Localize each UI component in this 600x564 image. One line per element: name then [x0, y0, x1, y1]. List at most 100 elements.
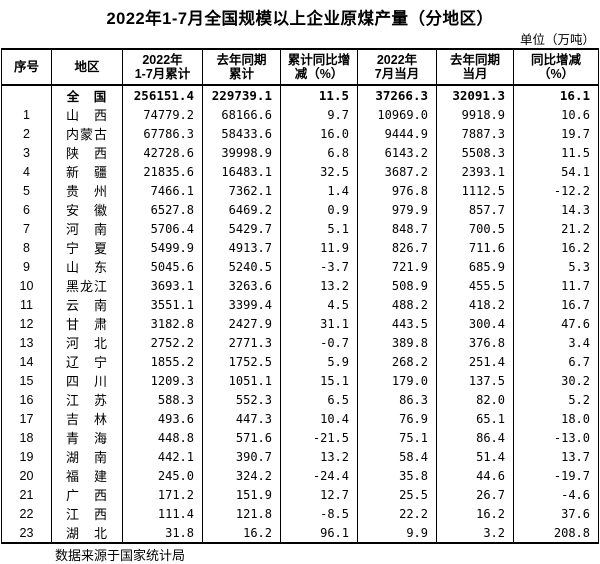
data-source-note: 数据来源于国家统计局 — [55, 548, 186, 563]
cell-value: 19.7 — [513, 124, 599, 143]
cell-value: 1051.1 — [202, 371, 281, 390]
cell-value: 447.3 — [202, 409, 281, 428]
cell-value: 47.6 — [513, 314, 599, 333]
cell-value: 16.0 — [280, 124, 358, 143]
cell-value: 3687.2 — [357, 162, 437, 181]
cell-value: 16.7 — [513, 295, 599, 314]
cell-value: 30.2 — [513, 371, 599, 390]
cell-value: 6.5 — [280, 390, 358, 409]
cell-value: 3399.4 — [202, 295, 281, 314]
cell-serial: 8 — [1, 238, 52, 257]
page-title: 2022年1-7月全国规模以上企业原煤产量（分地区） — [106, 10, 494, 28]
cell-value: 11.9 — [280, 238, 358, 257]
cell-value: 21.2 — [513, 219, 599, 238]
cell-value: 976.8 — [357, 181, 437, 200]
cell-value: 44.6 — [436, 466, 514, 485]
cell-value: 31.1 — [280, 314, 358, 333]
cell-serial: 7 — [1, 219, 52, 238]
cell-value: 37266.3 — [357, 85, 437, 105]
cell-value: 5508.3 — [436, 143, 514, 162]
cell-value: 11.5 — [280, 85, 358, 105]
cell-value: 16.1 — [513, 85, 599, 105]
cell-value: 15.1 — [280, 371, 358, 390]
col-header-2022-cum: 2022年 1-7月累计 — [122, 49, 203, 86]
cell-value: 65.1 — [436, 409, 514, 428]
cell-region: 云 南 — [51, 295, 123, 314]
cell-value: -8.5 — [280, 504, 358, 523]
cell-value: 3693.1 — [122, 276, 203, 295]
cell-value: 6.8 — [280, 143, 358, 162]
cell-value: 26.7 — [436, 485, 514, 504]
cell-value: 3182.8 — [122, 314, 203, 333]
table-row: 11 云 南 3551.1 3399.4 4.5 488.2 418.2 16.7 — [1, 295, 599, 314]
cell-value: -0.7 — [280, 333, 358, 352]
cell-value: 54.1 — [513, 162, 599, 181]
cell-value: 6143.2 — [357, 143, 437, 162]
cell-value: 848.7 — [357, 219, 437, 238]
cell-value: 51.4 — [436, 447, 514, 466]
cell-region: 湖 北 — [51, 523, 123, 543]
cell-value: 82.0 — [436, 390, 514, 409]
cell-value: 700.5 — [436, 219, 514, 238]
cell-value: 2393.1 — [436, 162, 514, 181]
cell-region: 宁 夏 — [51, 238, 123, 257]
cell-value: 6527.8 — [122, 200, 203, 219]
cell-value: 826.7 — [357, 238, 437, 257]
table-row: 17 吉 林 493.6 447.3 10.4 76.9 65.1 18.0 — [1, 409, 599, 428]
cell-value: 179.0 — [357, 371, 437, 390]
cell-value: 3263.6 — [202, 276, 281, 295]
cell-value: 137.5 — [436, 371, 514, 390]
table-body: 全 国 256151.4 229739.1 11.5 37266.3 32091.3 16.… — [1, 85, 599, 543]
cell-value: 979.9 — [357, 200, 437, 219]
cell-value: 390.7 — [202, 447, 281, 466]
cell-value: 14.3 — [513, 200, 599, 219]
cell-region: 江 西 — [51, 504, 123, 523]
cell-value: 488.2 — [357, 295, 437, 314]
cell-value: 2427.9 — [202, 314, 281, 333]
cell-value: 448.8 — [122, 428, 203, 447]
cell-value: 11.5 — [513, 143, 599, 162]
cell-serial: 16 — [1, 390, 52, 409]
cell-value: 376.8 — [436, 333, 514, 352]
cell-value: 1752.5 — [202, 352, 281, 371]
table-row: 22 江 西 111.4 121.8 -8.5 22.2 16.2 37.6 — [1, 504, 599, 523]
table-row: 12 甘 肃 3182.8 2427.9 31.1 443.5 300.4 47.6 — [1, 314, 599, 333]
cell-value: 1855.2 — [122, 352, 203, 371]
table-row: 20 福 建 245.0 324.2 -24.4 35.8 44.6 -19.7 — [1, 466, 599, 485]
cell-value: 256151.4 — [122, 85, 203, 105]
cell-value: -21.5 — [280, 428, 358, 447]
cell-value: 493.6 — [122, 409, 203, 428]
cell-serial: 6 — [1, 200, 52, 219]
cell-value: 35.8 — [357, 466, 437, 485]
cell-value: 2752.2 — [122, 333, 203, 352]
col-header-yoy: 同比增减 （%） — [513, 49, 599, 86]
cell-value: 121.8 — [202, 504, 281, 523]
cell-value: -12.2 — [513, 181, 599, 200]
cell-value: 39998.9 — [202, 143, 281, 162]
cell-value: 74779.2 — [122, 105, 203, 124]
cell-value: 58433.6 — [202, 124, 281, 143]
cell-value: 3.4 — [513, 333, 599, 352]
cell-value: 229739.1 — [202, 85, 281, 105]
cell-region: 贵 州 — [51, 181, 123, 200]
cell-serial: 5 — [1, 181, 52, 200]
cell-value: 1.4 — [280, 181, 358, 200]
table-row: 10 黑龙江 3693.1 3263.6 13.2 508.9 455.5 11.7 — [1, 276, 599, 295]
table-row: 21 广 西 171.2 151.9 12.7 25.5 26.7 -4.6 — [1, 485, 599, 504]
cell-value: 4.5 — [280, 295, 358, 314]
col-header-prev-month: 去年同期 当月 — [436, 49, 514, 86]
cell-value: 25.5 — [357, 485, 437, 504]
cell-value: 7466.1 — [122, 181, 203, 200]
cell-region: 四 川 — [51, 371, 123, 390]
cell-value: 3.2 — [436, 523, 514, 543]
cell-value: 86.4 — [436, 428, 514, 447]
cell-value: 16.2 — [436, 504, 514, 523]
cell-value: 13.2 — [280, 447, 358, 466]
cell-serial: 4 — [1, 162, 52, 181]
cell-value: 685.9 — [436, 257, 514, 276]
table-row: 19 湖 南 442.1 390.7 13.2 58.4 51.4 13.7 — [1, 447, 599, 466]
col-header-cum-yoy: 累计同比增 减（%） — [280, 49, 358, 86]
